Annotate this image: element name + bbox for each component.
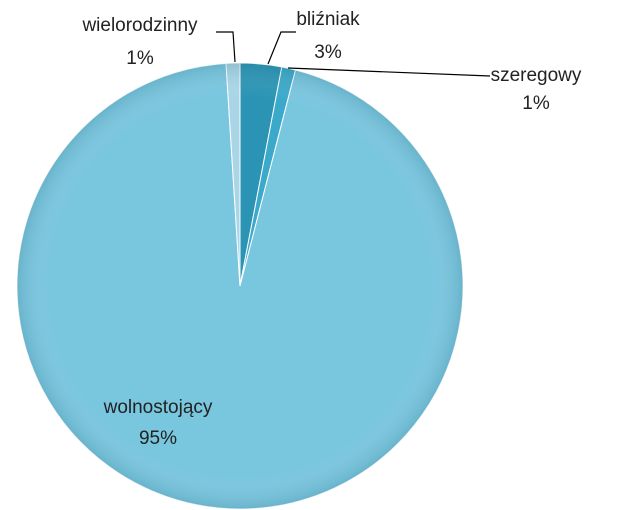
slice-label: szeregowy — [491, 65, 582, 86]
slice-value-label: 1% — [522, 93, 550, 114]
slice-value-label: 95% — [139, 428, 177, 449]
slice-value-label: 3% — [314, 42, 342, 63]
slice-value-label: 1% — [126, 48, 154, 69]
leader-line — [216, 31, 236, 63]
pie — [16, 62, 464, 510]
slice-label: wielorodzinny — [81, 15, 198, 36]
slice-label: bliźniak — [296, 9, 360, 30]
slice-label: wolnostojący — [103, 397, 213, 418]
leader-line — [267, 31, 296, 65]
leader-line — [287, 67, 491, 77]
